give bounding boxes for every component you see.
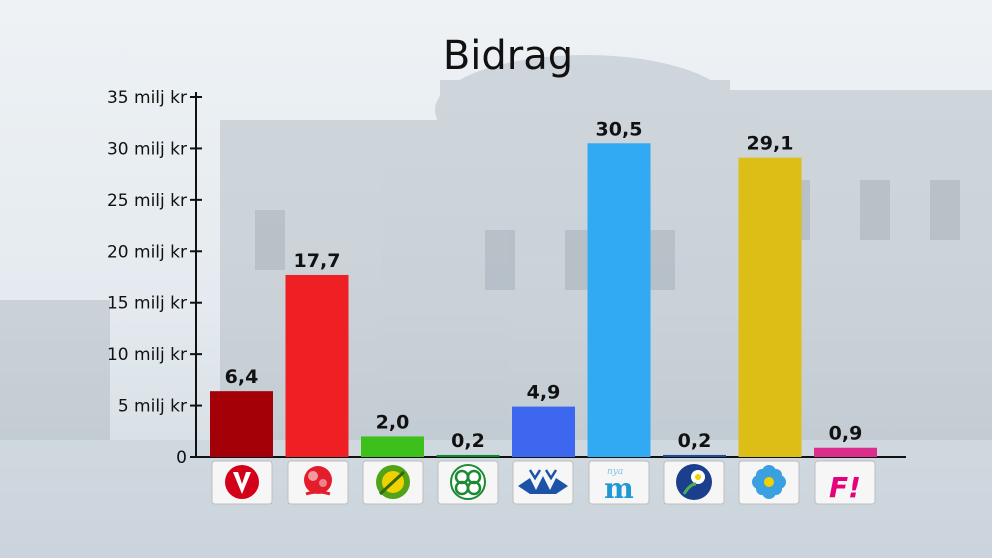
y-tick-label: 10 milj kr <box>107 345 187 365</box>
y-tick-label: 20 milj kr <box>107 242 187 262</box>
value-label: 2,0 <box>376 411 410 433</box>
value-label: 0,9 <box>829 423 863 445</box>
bar-c <box>436 454 500 457</box>
bar-mp <box>361 436 424 457</box>
bar-l <box>512 406 575 457</box>
socialdemokraterna-rose-logo-icon <box>287 460 349 505</box>
moderaterna-logo-icon: nya m <box>588 460 650 505</box>
vansterpartiet-logo-icon <box>211 460 273 505</box>
value-labels: 6,4 17,7 2,0 0,2 4,9 30,5 0,2 29,1 0,9 <box>225 118 863 452</box>
sverigedemokraterna-flower-logo-icon <box>738 460 800 505</box>
bar-v <box>210 391 273 457</box>
bar-sd <box>738 157 802 457</box>
bars <box>210 143 877 458</box>
value-label: 6,4 <box>225 366 259 388</box>
party-icons: nya m <box>211 460 876 505</box>
bar-kd <box>663 454 726 457</box>
bar-s <box>285 274 349 457</box>
y-tick-label: 5 milj kr <box>118 397 187 417</box>
svg-text:F!: F! <box>829 471 861 504</box>
feministiskt-initiativ-logo-icon: F! <box>814 460 876 505</box>
centerpartiet-clover-logo-icon <box>437 460 499 505</box>
svg-text:m: m <box>604 472 634 505</box>
value-label: 0,2 <box>451 430 485 452</box>
value-label: 17,7 <box>294 250 341 272</box>
chart-title: Bidrag <box>443 33 573 79</box>
y-tick-label: 35 milj kr <box>107 88 187 108</box>
y-tick-label: 0 <box>176 448 187 468</box>
bar-m <box>587 143 651 458</box>
bar-f <box>814 447 877 457</box>
value-label: 29,1 <box>747 133 794 155</box>
y-tick-label: 15 milj kr <box>107 294 187 314</box>
y-axis-ticks: 0 5 milj kr 10 milj kr 15 milj kr 20 milj kr… <box>107 88 202 468</box>
value-label: 30,5 <box>596 118 643 140</box>
value-label: 4,9 <box>527 382 561 404</box>
liberalerna-logo-icon <box>512 460 574 505</box>
y-tick-label: 25 milj kr <box>107 191 187 211</box>
kristdemokraterna-logo-icon <box>663 460 725 505</box>
svg-text:nya: nya <box>607 467 623 477</box>
value-label: 0,2 <box>678 430 712 452</box>
miljopartiet-dandelion-logo-icon <box>362 460 424 505</box>
y-tick-label: 30 milj kr <box>107 139 187 159</box>
